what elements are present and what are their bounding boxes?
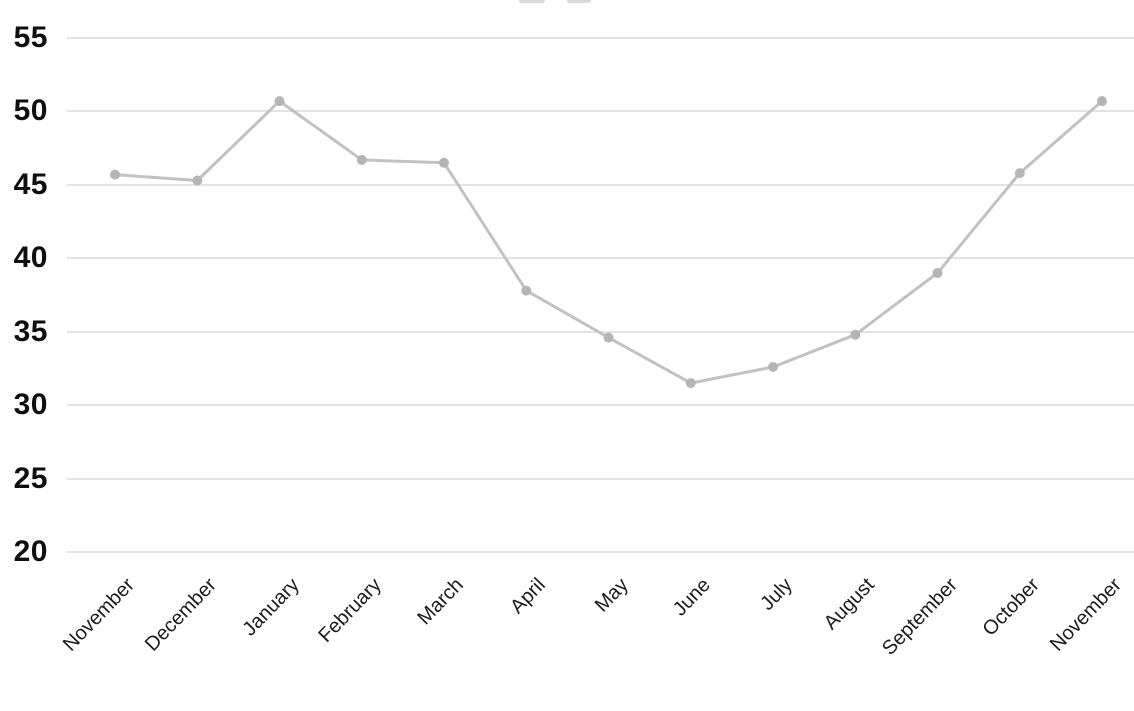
data-point-marker bbox=[192, 175, 203, 186]
cropped-title-fragment bbox=[519, 0, 545, 3]
data-point-marker bbox=[685, 378, 696, 389]
data-point-marker bbox=[768, 362, 778, 372]
y-axis-tick-label: 45 bbox=[13, 167, 48, 201]
data-point-marker bbox=[603, 332, 614, 343]
data-point-marker bbox=[274, 96, 285, 107]
data-point-marker bbox=[932, 268, 943, 278]
data-point-marker bbox=[110, 169, 120, 180]
y-axis-tick-label: 50 bbox=[13, 94, 48, 128]
y-axis-tick-label: 30 bbox=[13, 388, 48, 422]
data-point-marker bbox=[1014, 168, 1025, 179]
data-point-marker bbox=[356, 154, 367, 165]
gridline bbox=[67, 37, 1134, 39]
gridline bbox=[67, 477, 1134, 480]
data-point-marker bbox=[439, 157, 449, 168]
cropped-title-artifact bbox=[505, 0, 615, 4]
cropped-title-fragment bbox=[567, 0, 591, 3]
gridline bbox=[67, 257, 1134, 260]
y-axis-tick-label: 25 bbox=[13, 461, 48, 495]
y-axis-tick-label: 40 bbox=[13, 241, 48, 275]
gridline bbox=[67, 110, 1134, 113]
y-axis-tick-label: 35 bbox=[13, 314, 48, 348]
y-axis-tick-label: 55 bbox=[13, 21, 48, 54]
gridline bbox=[67, 183, 1134, 186]
gridline bbox=[67, 551, 1134, 553]
data-point-marker bbox=[521, 285, 532, 296]
data-point-marker bbox=[850, 329, 861, 340]
y-axis-tick-label: 20 bbox=[13, 535, 48, 568]
data-point-marker bbox=[1097, 96, 1107, 107]
gridline bbox=[67, 404, 1134, 407]
